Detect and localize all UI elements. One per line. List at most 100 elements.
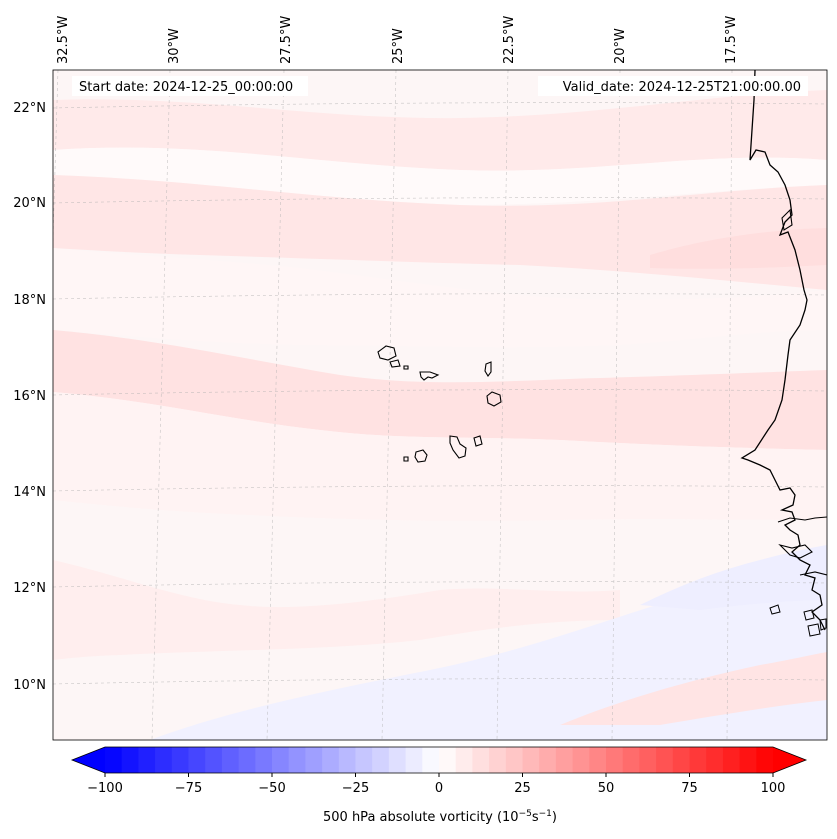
colorbar-cell [238, 747, 256, 773]
lon-label-30w: 30°W [167, 28, 182, 64]
lat-label-20n: 20°N [13, 196, 46, 211]
colorbar-cell [422, 747, 440, 773]
island-brava [403, 456, 409, 462]
meridian-30w [151, 70, 171, 740]
lat-label-16n: 16°N [13, 389, 46, 404]
vorticity-band-16n [53, 330, 827, 450]
island-santiago [449, 435, 467, 459]
longitude-labels: 32.5°W 30°W 27.5°W 25°W 22.5°W 20°W 17.5… [56, 16, 739, 64]
lon-label-17-5w: 17.5°W [724, 16, 739, 64]
colorbar-cell [255, 747, 273, 773]
colorbar-cell [639, 747, 657, 773]
map-panel: Start date: 2024-12-25_00:00:00 Valid_da… [53, 70, 827, 740]
colorbar-label: 500 hPa absolute vorticity (10−5s−1) [323, 809, 557, 825]
colorbar-tick-label: −50 [258, 781, 285, 796]
colorbar-cell [388, 747, 407, 773]
colorbar-cell [572, 747, 590, 773]
colorbar-cell [305, 747, 323, 773]
colorbar-cell [272, 747, 290, 773]
vorticity-patch-northeast [650, 228, 827, 269]
colorbar-cell [205, 747, 223, 773]
colorbar-tick-label: 100 [761, 781, 786, 796]
colorbar-tick-label: −25 [342, 781, 369, 796]
colorbar-cells [105, 747, 774, 773]
colorbar-cell [689, 747, 707, 773]
island-santo-antao [377, 345, 397, 361]
colorbar-tick-label: 25 [514, 781, 531, 796]
parallel-14n [53, 485, 827, 492]
vorticity-band-pink-southeast [560, 652, 827, 725]
vorticity-band-north [53, 90, 827, 171]
island-sal [484, 361, 492, 377]
colorbar-cell [589, 747, 607, 773]
colorbar-extend-min [72, 747, 105, 773]
colorbar-cell [672, 747, 691, 773]
colorbar-cell [489, 747, 507, 773]
cape-verde-islands [377, 345, 502, 463]
lat-label-22n: 22°N [13, 101, 46, 116]
vorticity-band-blue-east [640, 545, 827, 610]
colorbar-cell [656, 747, 674, 773]
colorbar: −100 −75 −50 −25 0 25 50 75 100 500 hPa absolute… [70, 746, 808, 825]
colorbar-cell [155, 747, 173, 773]
colorbar-cell [171, 747, 190, 773]
vorticity-band-20n [53, 175, 827, 290]
colorbar-cell [756, 747, 774, 773]
vorticity-band-18n-light [53, 248, 827, 348]
island-sao-nicolau [419, 371, 440, 381]
start-date-label: Start date: 2024-12-25_00:00:00 [79, 80, 293, 95]
colorbar-cell [539, 747, 557, 773]
meridian-22-5w [496, 70, 509, 740]
colorbar-cell [288, 747, 306, 773]
colorbar-cell [338, 747, 357, 773]
colorbar-cell [555, 747, 574, 773]
parallel-20n [53, 197, 827, 204]
vorticity-band-14n-light [53, 392, 827, 521]
lat-label-14n: 14°N [13, 485, 46, 500]
coast-inlet-dakhla [781, 208, 793, 231]
vorticity-band-12n [53, 560, 620, 660]
colorbar-cell [505, 747, 524, 773]
meridian-25w [381, 70, 397, 740]
parallel-12n [53, 581, 827, 588]
colorbar-cell [722, 747, 741, 773]
colorbar-tick-label: 75 [681, 781, 698, 796]
colorbar-extend-max [773, 747, 806, 773]
colorbar-cell [472, 747, 490, 773]
map-frame [52, 69, 828, 741]
meridian-17-5w [726, 70, 733, 740]
colorbar-tick-label: −100 [87, 781, 123, 796]
meridian-20w [611, 70, 621, 740]
colorbar-cell [138, 747, 156, 773]
parallel-10n [53, 678, 827, 685]
colorbar-cell [622, 747, 640, 773]
colorbar-cell [522, 747, 540, 773]
lon-label-32-5w: 32.5°W [56, 16, 71, 64]
vorticity-band-white-north [53, 147, 827, 205]
graticule [53, 70, 827, 740]
colorbar-cell [121, 747, 139, 773]
colorbar-tick-label: 50 [598, 781, 615, 796]
latitude-labels: 22°N 20°N 18°N 16°N 14°N 12°N 10°N [13, 101, 46, 693]
colorbar-cell [372, 747, 390, 773]
lon-label-27-5w: 27.5°W [279, 16, 294, 64]
colorbar-ticks: −100 −75 −50 −25 0 25 50 75 100 [87, 773, 785, 796]
island-fogo [414, 449, 428, 463]
lon-label-25w: 25°W [391, 28, 406, 64]
island-sao-vicente [389, 359, 401, 368]
lon-label-22-5w: 22.5°W [502, 16, 517, 64]
colorbar-tick-label: −75 [175, 781, 202, 796]
lat-label-12n: 12°N [13, 581, 46, 596]
colorbar-cell [739, 747, 757, 773]
parallel-22n [53, 102, 827, 109]
colorbar-cell [455, 747, 473, 773]
colorbar-cell [105, 747, 123, 773]
coast-guinea-bissau [777, 516, 827, 576]
island-boa-vista [486, 391, 502, 407]
start-date-box [72, 76, 308, 96]
lon-label-20w: 20°W [613, 28, 628, 64]
valid-date-label: Valid_date: 2024-12-25T21:00:00.00 [563, 80, 801, 95]
lat-label-18n: 18°N [13, 293, 46, 308]
island-santa-luzia [403, 365, 409, 370]
colorbar-tick-label: 0 [435, 781, 443, 796]
